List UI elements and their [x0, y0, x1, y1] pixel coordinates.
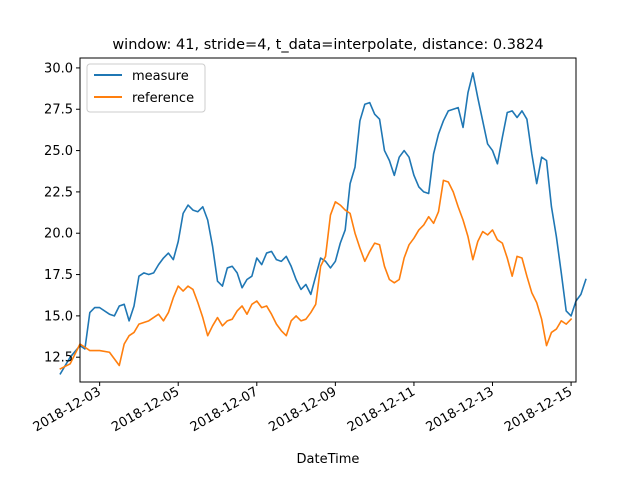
y-tick-label: 17.5	[44, 268, 73, 283]
series-layer	[59, 72, 587, 375]
series-line-measure	[59, 72, 587, 375]
y-tick-label: 15.0	[44, 309, 73, 324]
y-axis-ticks: 12.5 15.0 17.5 20.0 22.5 25.0 27.5 30.0	[44, 61, 80, 366]
y-tick-label: 20.0	[44, 227, 73, 242]
y-tick-label: 30.0	[44, 61, 73, 76]
y-tick-label: 22.5	[44, 185, 73, 200]
legend-label-measure: measure	[132, 69, 189, 84]
y-tick-label: 27.5	[44, 103, 73, 118]
y-tick-label: 12.5	[44, 351, 73, 366]
legend: measure reference	[86, 63, 206, 113]
legend-label-reference: reference	[132, 91, 194, 106]
chart-title: window: 41, stride=4, t_data=interpolate…	[112, 37, 543, 53]
x-axis-label: DateTime	[297, 452, 360, 467]
y-tick-label: 25.0	[44, 144, 73, 159]
axes-frame	[79, 57, 577, 383]
series-line-reference	[59, 179, 573, 370]
